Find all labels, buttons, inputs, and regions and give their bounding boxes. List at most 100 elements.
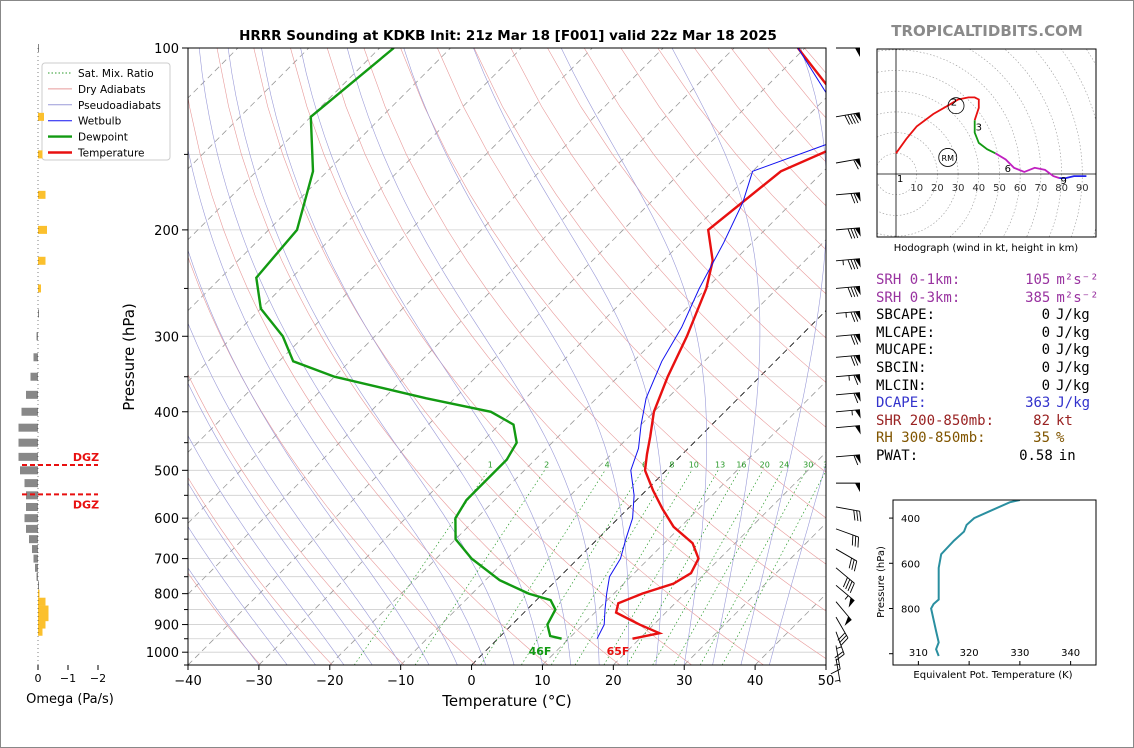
- dry-adiabat: [188, 572, 261, 665]
- wind-barbs: [830, 47, 862, 683]
- y-tick-label: 100: [154, 42, 179, 57]
- skewt-frame: [187, 47, 827, 666]
- index-value: 35: [1033, 430, 1050, 447]
- hodograph-trace: [895, 96, 980, 154]
- mixing-ratio-label: 4: [605, 460, 610, 469]
- y-tick-label: 400: [154, 406, 179, 421]
- legend-label: Sat. Mix. Ratio: [78, 68, 154, 80]
- index-value: 0.58: [1019, 447, 1053, 464]
- hodograph-height-label: 9: [1060, 176, 1066, 187]
- mixing-ratio-line: [414, 470, 545, 665]
- hodograph-height-label: 6: [1005, 164, 1011, 175]
- dry-adiabat: [326, 48, 826, 659]
- isotherm-line: [188, 48, 735, 595]
- omega-bar: [26, 390, 38, 399]
- hodograph-tick-label: 80: [1055, 183, 1068, 194]
- hodograph-height-label: 1: [897, 174, 903, 185]
- theta-e-x-tick-label: 330: [1010, 648, 1029, 659]
- y-tick-label: 600: [154, 512, 179, 527]
- skewt-legend: Sat. Mix. Ratio Dry Adiabats Pseudoadiabat…: [41, 62, 171, 161]
- pseudoadiabat: [188, 382, 373, 665]
- omega-xlabel: Omega (Pa/s): [26, 692, 114, 707]
- mixing-ratio-label: 10: [689, 460, 699, 469]
- skewt-background: 1 2 4 6 8 10 13 16 20 24 30 36: [188, 48, 833, 665]
- index-unit: J/kg: [1056, 395, 1091, 412]
- index-label: PWAT:: [876, 447, 919, 464]
- index-row: MLCIN: 0 J/kg: [876, 378, 1116, 396]
- index-row: RH 300-850mb: 35%: [876, 430, 1116, 448]
- omega-bar: [24, 479, 38, 488]
- hodograph-tick-label: 30: [952, 183, 965, 194]
- index-label: SBCIN:: [876, 359, 927, 376]
- dgz-label: DGZ: [73, 451, 99, 464]
- hodograph-tick-label: 60: [1014, 183, 1027, 194]
- surface-dewpoint-label: 46F: [529, 645, 552, 658]
- hodograph-height-label: 2: [951, 98, 957, 109]
- pseudoadiabat: [188, 567, 260, 665]
- dry-adiabat: [473, 48, 826, 473]
- wind-barb: [835, 528, 860, 548]
- surface-temperature-label: 65F: [607, 645, 630, 658]
- index-label: DCAPE:: [876, 395, 927, 412]
- pseudoadiabat: [261, 48, 543, 665]
- mixing-ratio-line: [521, 470, 643, 665]
- index-value: 0: [1041, 324, 1050, 341]
- index-row: SBCAPE: 0 J/kg: [876, 307, 1116, 325]
- chart-title: HRRR Sounding at KDKB Init: 21z Mar 18 […: [239, 28, 777, 44]
- theta-e-frame: [892, 499, 1097, 666]
- omega-bar: [36, 572, 38, 581]
- index-value: 0: [1041, 377, 1050, 394]
- x-tick-label: 40: [747, 674, 764, 689]
- omega-bar: [38, 190, 46, 199]
- pseudoadiabat: [560, 48, 708, 665]
- omega-bar: [38, 44, 39, 52]
- index-unit: J/kg: [1056, 324, 1090, 341]
- omega-bar: [18, 438, 38, 447]
- isotherm-line: [329, 168, 826, 665]
- omega-bar: [38, 225, 47, 234]
- mixing-ratio-line: [574, 470, 693, 665]
- pseudoadiabat: [188, 526, 288, 665]
- mixing-ratio-line: [603, 470, 719, 665]
- omega-bar: [38, 309, 39, 318]
- omega-bar: [18, 423, 38, 432]
- dewpoint-line: [255, 48, 562, 640]
- y-tick-label: 1000: [146, 646, 179, 661]
- isotherm-line: [400, 239, 826, 665]
- wind-barb: [834, 631, 845, 661]
- x-tick-label: 50: [818, 674, 835, 689]
- wetbulb-line: [596, 48, 826, 639]
- pseudoadiabat: [188, 249, 430, 665]
- x-tick-label: 20: [605, 674, 622, 689]
- x-tick-label: −10: [387, 674, 414, 689]
- omega-bar: [26, 502, 38, 511]
- pseudoadiabat: [473, 48, 665, 665]
- dry-adiabat: [188, 256, 477, 665]
- index-unit: J/kg: [1056, 342, 1090, 359]
- index-unit: J/kg: [1056, 377, 1090, 394]
- hodograph-lm-marker: [947, 97, 965, 115]
- mixing-ratio-label: 13: [715, 460, 725, 469]
- index-row: MUCAPE: 0 J/kg: [876, 342, 1116, 360]
- hodograph-height-label: 3: [976, 122, 982, 133]
- index-unit: %: [1056, 430, 1065, 447]
- wind-barb: [836, 47, 860, 57]
- theta-e-x-tick-label: 340: [1061, 648, 1080, 659]
- wind-barb: [835, 506, 862, 522]
- mixing-ratio-line: [626, 470, 740, 665]
- index-unit: m²s⁻²: [1056, 272, 1099, 288]
- omega-x-tick-label: −1: [60, 672, 76, 685]
- legend-label: Dry Adiabats: [78, 84, 146, 96]
- mixing-ratio-label: 36: [823, 460, 833, 469]
- hodograph-tick-label: 90: [1076, 183, 1089, 194]
- index-value: 0: [1041, 359, 1050, 376]
- index-value: 385: [1025, 289, 1051, 306]
- index-unit: in: [1058, 447, 1076, 464]
- index-row: SBCIN: 0 J/kg: [876, 360, 1116, 378]
- pseudoadiabat: [188, 322, 401, 665]
- hodograph-xlabel: Hodograph (wind in kt, height in km): [894, 243, 1079, 254]
- omega-bar: [18, 452, 38, 461]
- pseudoadiabat: [188, 482, 316, 665]
- pseudoadiabat: [227, 48, 515, 665]
- pseudoadiabat: [188, 435, 345, 665]
